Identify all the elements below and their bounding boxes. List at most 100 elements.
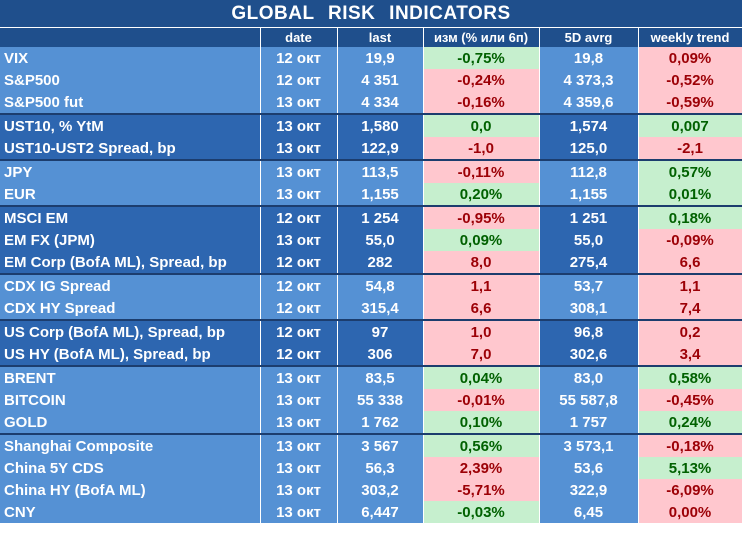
change-value: 6,6 — [423, 297, 540, 320]
trend-value: 0,57% — [638, 159, 742, 183]
trend-value: 0,2 — [638, 319, 742, 343]
last-value: 113,5 — [337, 159, 424, 183]
table-row: CDX IG Spread 12 окт 54,8 1,1 53,7 1,1 — [0, 273, 742, 297]
trend-value: -2,1 — [638, 137, 742, 160]
change-value: 1,1 — [423, 273, 540, 297]
change-value: 1,0 — [423, 319, 540, 343]
avg-value: 19,8 — [539, 47, 639, 69]
table-row: GOLD 13 окт 1 762 0,10% 1 757 0,24% — [0, 411, 742, 434]
trend-value: 1,1 — [638, 273, 742, 297]
trend-value: -0,52% — [638, 69, 742, 91]
avg-value: 4 359,6 — [539, 91, 639, 114]
change-value: 0,10% — [423, 411, 540, 434]
last-value: 282 — [337, 251, 424, 274]
avg-value: 55 587,8 — [539, 389, 639, 411]
date-cell: 13 окт — [260, 457, 338, 479]
last-value: 56,3 — [337, 457, 424, 479]
trend-value: 5,13% — [638, 457, 742, 479]
avg-value: 6,45 — [539, 501, 639, 523]
indicator-name: EM FX (JPM) — [0, 229, 261, 251]
trend-value: 6,6 — [638, 251, 742, 274]
date-cell: 13 окт — [260, 113, 338, 137]
avg-value: 308,1 — [539, 297, 639, 320]
change-value: 2,39% — [423, 457, 540, 479]
date-cell: 13 окт — [260, 433, 338, 457]
date-cell: 13 окт — [260, 501, 338, 523]
header-5d-avg: 5D avrg — [539, 27, 639, 47]
header-change: изм (% или 6п) — [423, 27, 540, 47]
table-row: BRENT 13 окт 83,5 0,04% 83,0 0,58% — [0, 365, 742, 389]
date-cell: 12 окт — [260, 343, 338, 366]
change-value: 0,04% — [423, 365, 540, 389]
date-cell: 13 окт — [260, 389, 338, 411]
table-row: EM FX (JPM) 13 окт 55,0 0,09% 55,0 -0,09% — [0, 229, 742, 251]
last-value: 83,5 — [337, 365, 424, 389]
avg-value: 125,0 — [539, 137, 639, 160]
indicator-name: CDX IG Spread — [0, 273, 261, 297]
change-value: -0,95% — [423, 205, 540, 229]
change-value: -0,16% — [423, 91, 540, 114]
change-value: -5,71% — [423, 479, 540, 501]
trend-value: 0,01% — [638, 183, 742, 206]
header-name — [0, 27, 261, 47]
avg-value: 322,9 — [539, 479, 639, 501]
change-value: 0,09% — [423, 229, 540, 251]
table-row: US Corp (BofA ML), Spread, bp 12 окт 97 1,0… — [0, 319, 742, 343]
avg-value: 1 251 — [539, 205, 639, 229]
avg-value: 83,0 — [539, 365, 639, 389]
date-cell: 12 окт — [260, 47, 338, 69]
avg-value: 4 373,3 — [539, 69, 639, 91]
trend-value: -0,59% — [638, 91, 742, 114]
date-cell: 13 окт — [260, 183, 338, 206]
trend-value: 7,4 — [638, 297, 742, 320]
header-date: date — [260, 27, 338, 47]
indicator-name: CDX HY Spread — [0, 297, 261, 320]
date-cell: 12 окт — [260, 251, 338, 274]
date-cell: 12 окт — [260, 297, 338, 320]
last-value: 1 254 — [337, 205, 424, 229]
table-row: VIX 12 окт 19,9 -0,75% 19,8 0,09% — [0, 47, 742, 69]
last-value: 55,0 — [337, 229, 424, 251]
change-value: 0,0 — [423, 113, 540, 137]
table-row: CDX HY Spread 12 окт 315,4 6,6 308,1 7,4 — [0, 297, 742, 320]
table-title: GLOBAL RISK INDICATORS — [0, 0, 742, 28]
trend-value: -6,09% — [638, 479, 742, 501]
avg-value: 3 573,1 — [539, 433, 639, 457]
table-row: BITCOIN 13 окт 55 338 -0,01% 55 587,8 -0,45% — [0, 389, 742, 411]
table-row: UST10-UST2 Spread, bp 13 окт 122,9 -1,0 125,… — [0, 137, 742, 160]
indicator-name: Shanghai Composite — [0, 433, 261, 457]
date-cell: 13 окт — [260, 479, 338, 501]
indicator-name: BRENT — [0, 365, 261, 389]
table-row: US HY (BofA ML), Spread, bp 12 окт 306 7,0 3… — [0, 343, 742, 366]
indicator-name: UST10, % YtM — [0, 113, 261, 137]
trend-value: 0,00% — [638, 501, 742, 523]
avg-value: 53,7 — [539, 273, 639, 297]
indicator-name: S&P500 fut — [0, 91, 261, 114]
last-value: 55 338 — [337, 389, 424, 411]
last-value: 54,8 — [337, 273, 424, 297]
title-row: GLOBAL RISK INDICATORS — [0, 0, 742, 28]
indicator-name: JPY — [0, 159, 261, 183]
risk-indicators-table: GLOBAL RISK INDICATORS date last изм (% … — [0, 0, 742, 523]
avg-value: 302,6 — [539, 343, 639, 366]
change-value: -0,01% — [423, 389, 540, 411]
trend-value: -0,45% — [638, 389, 742, 411]
avg-value: 53,6 — [539, 457, 639, 479]
trend-value: 0,58% — [638, 365, 742, 389]
indicator-name: US Corp (BofA ML), Spread, bp — [0, 319, 261, 343]
header-row: date last изм (% или 6п) 5D avrg weekly … — [0, 27, 742, 47]
last-value: 4 334 — [337, 91, 424, 114]
last-value: 3 567 — [337, 433, 424, 457]
trend-value: 0,007 — [638, 113, 742, 137]
table-row: China 5Y CDS 13 окт 56,3 2,39% 53,6 5,13% — [0, 457, 742, 479]
last-value: 6,447 — [337, 501, 424, 523]
table-row: EM Corp (BofA ML), Spread, bp 12 окт 282 8,… — [0, 251, 742, 274]
avg-value: 275,4 — [539, 251, 639, 274]
last-value: 315,4 — [337, 297, 424, 320]
avg-value: 1,155 — [539, 183, 639, 206]
date-cell: 13 окт — [260, 91, 338, 114]
table-row: EUR 13 окт 1,155 0,20% 1,155 0,01% — [0, 183, 742, 206]
last-value: 122,9 — [337, 137, 424, 160]
last-value: 19,9 — [337, 47, 424, 69]
last-value: 1 762 — [337, 411, 424, 434]
